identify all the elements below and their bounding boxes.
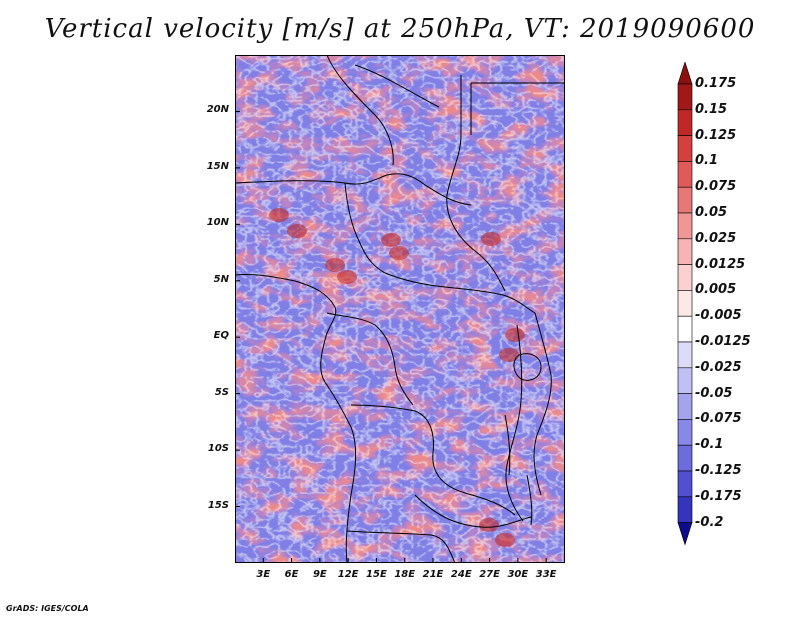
- colorbar-box: [677, 264, 693, 291]
- colorbar-label: 0.1: [695, 153, 719, 169]
- border-south: [346, 530, 456, 563]
- colorbar-top-arrow: [677, 62, 693, 85]
- border-egypt-libya: [354, 64, 565, 135]
- colorbar-box: [677, 161, 693, 188]
- colorbar-label: 0.175: [695, 76, 737, 91]
- colorbar-label: -0.175: [695, 488, 742, 504]
- colorbar-label: -0.0125: [695, 334, 751, 349]
- convective-core: [505, 328, 525, 342]
- colorbar-label: -0.1: [695, 437, 724, 453]
- colorbar-label: 0.15: [695, 101, 728, 117]
- map-frame: [235, 55, 565, 563]
- lon-label: 30E: [507, 569, 529, 580]
- colorbar-label: -0.075: [695, 411, 742, 427]
- border-central-north: [344, 182, 386, 274]
- colorbar: [677, 62, 693, 546]
- convective-core: [495, 533, 515, 547]
- field-highlights: [235, 55, 565, 563]
- lat-label: 15S: [207, 499, 229, 511]
- map-panel: 20N 15N 10N 5N EQ 5S 10S 15S 3E 6E 9E 12E 15E 18E 21E…: [207, 55, 565, 580]
- convective-core: [389, 246, 409, 260]
- convective-core: [381, 233, 401, 247]
- border-zambia: [414, 494, 532, 528]
- lon-label: 27E: [479, 569, 500, 580]
- convective-core: [325, 258, 345, 272]
- border-sahel: [235, 173, 472, 206]
- lon-label: 9E: [312, 569, 327, 580]
- vertical-velocity-map: [235, 55, 565, 563]
- convective-hotspots: [269, 208, 525, 547]
- lon-label: 15E: [366, 569, 387, 580]
- border-congo: [326, 312, 414, 406]
- axis-ticks: [235, 110, 547, 563]
- lon-label: 21E: [422, 569, 444, 580]
- lon-label: 18E: [394, 569, 416, 580]
- border-drc-north: [384, 272, 536, 314]
- colorbar-box: [677, 496, 693, 523]
- colorbar-label: 0.0125: [695, 256, 746, 272]
- colorbar-box: [677, 315, 693, 343]
- colorbar-label: 0.075: [695, 179, 737, 195]
- lat-label: 5N: [213, 273, 229, 285]
- lon-label: 3E: [256, 569, 271, 580]
- colorbar-box: [677, 186, 693, 214]
- convective-core: [287, 224, 307, 238]
- border-chad-sudan: [446, 75, 506, 292]
- lon-label: 33E: [535, 569, 557, 580]
- convective-core: [337, 270, 357, 284]
- lat-label: 15N: [206, 160, 229, 172]
- border-angola-drc: [350, 404, 516, 516]
- lat-label: EQ: [213, 330, 229, 342]
- lake-victoria: [513, 353, 542, 381]
- colorbar-box: [677, 212, 693, 240]
- coastline-west: [235, 274, 357, 563]
- colorbar-label: -0.05: [695, 385, 733, 401]
- colorbar-boxes: [677, 62, 693, 546]
- colorbar-box: [677, 444, 693, 472]
- convective-core: [479, 518, 499, 532]
- convective-core: [481, 232, 501, 246]
- colorbar-label: -0.125: [695, 463, 742, 478]
- lon-label: 24E: [450, 569, 472, 580]
- lat-label: 10S: [207, 443, 229, 455]
- lat-label: 5S: [214, 386, 229, 398]
- lake-malawi: [526, 474, 533, 526]
- colorbar-box: [677, 290, 693, 317]
- colorbar-bottom-arrow: [677, 522, 693, 546]
- country-borders: [235, 55, 565, 563]
- colorbar-label: 0.025: [695, 230, 737, 246]
- lat-label: 10N: [206, 217, 229, 229]
- colorbar-label: 0.125: [695, 127, 737, 143]
- colorbar-box: [677, 135, 693, 162]
- convective-core: [499, 348, 519, 362]
- colorbar-label: 0.05: [695, 205, 728, 220]
- colorbar-label: -0.2: [695, 514, 724, 530]
- colorbar-box: [677, 238, 693, 265]
- colorbar-box: [677, 109, 693, 136]
- grads-credit: GrADS: IGES/COLA: [6, 604, 89, 613]
- lon-label: 12E: [337, 569, 359, 580]
- colorbar-box: [677, 341, 693, 369]
- colorbar-box: [677, 419, 693, 446]
- lon-label: 6E: [284, 569, 299, 580]
- convective-core: [269, 208, 289, 222]
- colorbar-box: [677, 367, 693, 394]
- border-nw: [235, 55, 394, 166]
- colorbar-box: [677, 393, 693, 420]
- plot-title: Vertical velocity [m/s] at 250hPa, VT: 2…: [44, 14, 756, 44]
- colorbar-label: -0.025: [695, 359, 742, 375]
- colorbar-box: [677, 83, 693, 111]
- colorbar-label: -0.005: [695, 308, 742, 324]
- lat-label: 20N: [206, 104, 229, 116]
- border-east-coast: [533, 312, 552, 496]
- lake-tanganyika: [504, 414, 511, 476]
- colorbar-label: 0.005: [695, 282, 737, 298]
- border-east-lakes: [505, 324, 524, 522]
- colorbar-box: [677, 470, 693, 498]
